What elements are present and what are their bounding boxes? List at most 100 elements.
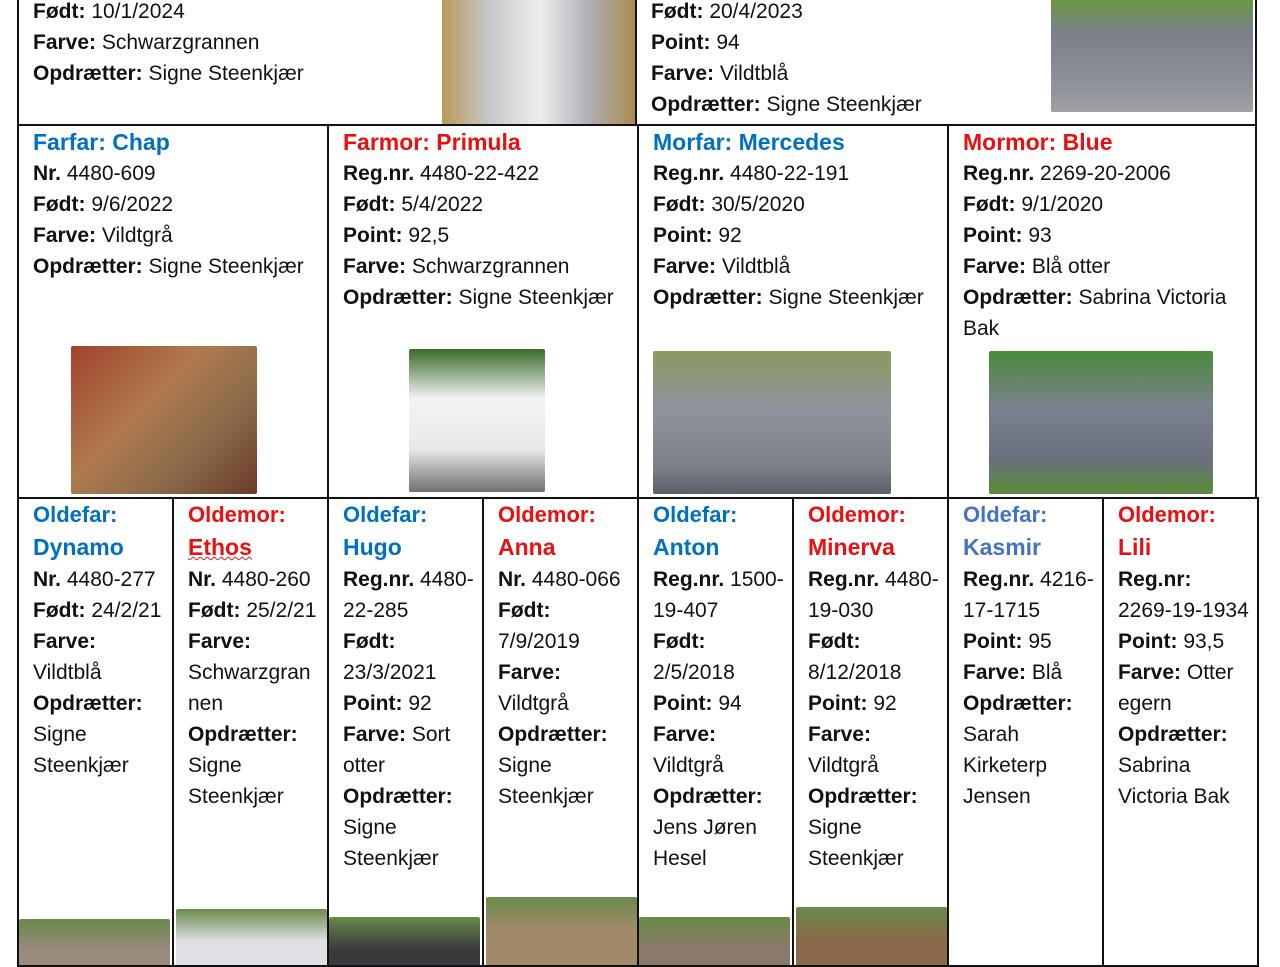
field-label: Farve: [653,723,717,746]
field: Reg.nr: 2269-19-1934 [1118,564,1251,626]
grandparent-info: Mormor: Blue Reg.nr. 2269-20-2006 Født: 9/… [963,127,1249,344]
field-label: Point: [343,692,403,715]
field-value: 4480-260 [216,568,311,591]
field-label: Opdrætter: [33,255,143,278]
field-value: Vildtgrå [653,754,724,777]
field: Født: 9/6/2022 [33,189,321,220]
field-label: Farve: [188,630,252,653]
field-value: Vildtblå [714,62,789,85]
field-label: Opdrætter: [653,785,763,808]
field-value: 94 [710,31,740,54]
role-label: Oldemor: [808,502,906,527]
field-label: Farve: [651,62,715,85]
field-value: Vildtgrå [96,224,173,247]
field: Point: 94 [651,27,1249,58]
field-value: 30/5/2020 [705,193,805,216]
rabbit-photo-blue-on-grass [989,351,1213,494]
field-label: Nr. [188,568,217,591]
field: Opdrætter: Signe Steenkjær [188,719,321,812]
field-label: Point: [808,692,868,715]
grandparent-title: Mormor: Blue [963,127,1249,158]
field-value: 10/1/2024 [85,0,185,23]
field-label: Født: [188,599,241,622]
field: Nr. 4480-066 [498,564,631,595]
field: Født: 7/9/2019 [498,595,631,657]
field-label: Født: [653,630,706,653]
field-label: Født: [963,193,1016,216]
field-label: Opdrætter: [188,723,298,746]
field-value: 9/6/2022 [85,193,174,216]
grandparent-cell: Morfar: Mercedes Reg.nr. 4480-22-191 Født:… [637,124,949,499]
great-grandparent-cell: Oldemor: Lili Reg.nr: 2269-19-1934 Point: 9… [1102,497,1259,967]
field-value: 20/4/2023 [703,0,803,23]
field-value: 9/1/2020 [1015,193,1104,216]
field: Reg.nr. 4480-22-422 [343,158,631,189]
field-label: Farve: [498,661,562,684]
role-label: Farfar: [33,129,106,155]
field-label: Farve: [33,630,97,653]
great-grandparent-info: Oldefar: Hugo Reg.nr. 4480-22-285 Født: 23/… [343,499,476,874]
field: Født: 25/2/21 [188,595,321,626]
field-label: Født: [808,630,861,653]
animal-name: Mercedes [732,129,845,155]
field: Point: 93,5 [1118,626,1251,657]
field-value: Signe Steenkjær [188,754,284,808]
rabbit-photo [486,897,637,965]
field-label: Født: [343,630,396,653]
field-label: Reg.nr. [343,568,415,591]
field-label: Født: [498,599,551,622]
field: Farve: Vildtgrå [498,657,631,719]
field-label: Opdrætter: [808,785,918,808]
field: Point: 92 [653,220,941,251]
field: Farve: Schwarzgrannen [343,251,631,282]
field-label: Reg.nr. [808,568,880,591]
field-value: 7/9/2019 [498,630,580,653]
field-label: Point: [653,692,713,715]
field-value: 4216-17-1715 [963,568,1094,622]
role-label: Oldefar: [653,502,738,527]
field: Født: 23/3/2021 [343,626,476,688]
animal-name: Minerva [808,534,895,560]
role-label: Oldemor: [188,502,286,527]
great-grandparent-cell: Oldefar: Dynamo Nr. 4480-277 Født: 24/2/21 F… [17,497,174,967]
field-label: Farve: [343,255,407,278]
role-label: Oldemor: [498,502,596,527]
rabbit-photo [176,909,327,965]
field-value: 4480-277 [61,568,156,591]
field: Reg.nr. 1500-19-407 [653,564,786,626]
field: Point: 92 [343,688,476,719]
field-label: Født: [33,0,86,23]
field-label: Point: [963,224,1023,247]
field-value: 4480-066 [526,568,621,591]
role-label: Mormor: [963,129,1057,155]
field-label: Reg.nr. [653,568,725,591]
grandparent-cell: Farmor: Primula Reg.nr. 4480-22-422 Født: … [327,124,639,499]
role-label: Farmor: [343,129,430,155]
field-value: 93,5 [1177,630,1225,653]
field-value: 23/3/2021 [343,661,437,684]
great-grandparent-cell: Oldefar: Hugo Reg.nr. 4480-22-285 Født: 23/… [327,497,484,967]
animal-name: Chap [105,129,170,155]
field-value: Sabrina Victoria Bak [963,286,1227,340]
field-value: Sabrina Victoria Bak [1118,754,1230,808]
field-label: Nr. [33,568,62,591]
field: Født: 30/5/2020 [653,189,941,220]
great-grandparent-cell: Oldefar: Kasmir Reg.nr. 4216-17-1715 Point:… [947,497,1104,967]
field: Opdrætter: Sabrina Victoria Bak [963,282,1249,344]
field: Opdrætter: Signe Steenkjær [808,781,941,874]
field-label: Opdrætter: [653,286,763,309]
field: Reg.nr. 4480-22-191 [653,158,941,189]
animal-name: Primula [429,129,521,155]
field-value: Sarah Kirketerp Jensen [963,723,1048,808]
field-label: Point: [651,31,711,54]
field: Opdrætter: Signe Steenkjær [343,781,476,874]
field: Nr. 4480-260 [188,564,321,595]
great-grandparent-cell: Oldemor: Minerva Reg.nr. 4480-19-030 Født: … [792,497,949,967]
field: Farve: Otter egern [1118,657,1251,719]
field-label: Født: [343,193,396,216]
great-grandparent-info: Oldemor: Minerva Reg.nr. 4480-19-030 Født: … [808,499,941,874]
field-value: 4480-22-422 [414,162,540,185]
field-label: Farve: [653,255,717,278]
rabbit-photo [639,917,790,965]
field: Opdrætter: Sarah Kirketerp Jensen [963,688,1096,812]
